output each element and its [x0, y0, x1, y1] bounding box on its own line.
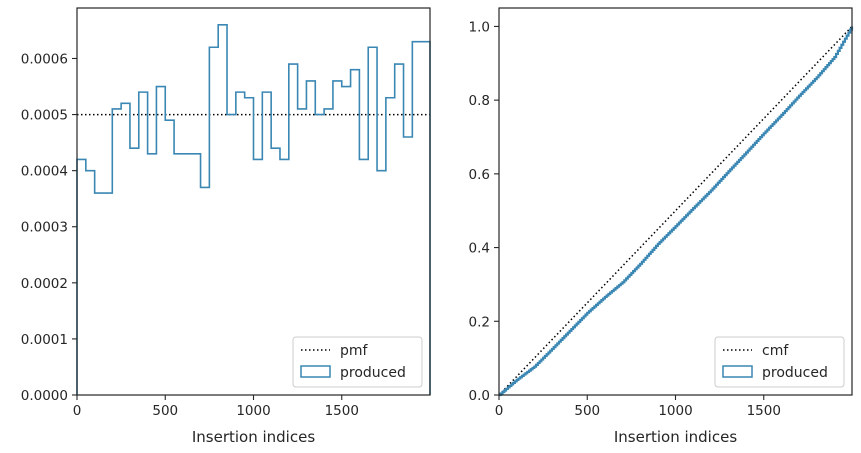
cmf-y-tick-label: 0.4 — [469, 241, 490, 257]
cmf-y-tick-label: 0.8 — [469, 93, 490, 109]
pmf-histogram-panel: 0 500 1000 1500 0.0000 0.0001 0.0002 0.0003 0.00… — [21, 7, 431, 446]
pmf-y-tick-label: 0.0002 — [21, 276, 68, 292]
cmf-x-tick-label: 1000 — [658, 403, 692, 419]
pmf-x-axis-label: Insertion indices — [192, 428, 315, 446]
pmf-x-tick-label: 0 — [73, 403, 82, 419]
pmf-x-tick-label: 1500 — [325, 403, 359, 419]
cmf-y-tick-label: 0.2 — [469, 314, 490, 330]
cmf-x-axis-label: Insertion indices — [614, 428, 737, 446]
pmf-produced-histogram — [76, 24, 431, 395]
cmf-x-tick-label: 500 — [574, 403, 600, 419]
cmf-produced-curve — [499, 26, 854, 397]
cmf-y-tick-label: 0.0 — [469, 388, 490, 404]
pmf-axis-ticks: 0 500 1000 1500 0.0000 0.0001 0.0002 0.0003 0.00… — [21, 51, 359, 419]
cmf-x-tick-label: 1500 — [747, 403, 781, 419]
cmf-x-tick-label: 0 — [495, 403, 504, 419]
cmf-legend-label-produced: produced — [762, 365, 828, 381]
cmf-y-tick-label: 1.0 — [469, 19, 490, 35]
pmf-y-tick-label: 0.0003 — [21, 220, 68, 236]
cmf-plot-area — [498, 25, 854, 397]
pmf-legend-label-pmf: pmf — [340, 343, 369, 359]
cmf-y-tick-label: 0.6 — [469, 167, 490, 183]
pmf-y-tick-label: 0.0006 — [21, 51, 68, 67]
pmf-y-tick-label: 0.0001 — [21, 332, 68, 348]
pmf-plot-area — [76, 24, 431, 395]
cmf-legend: cmf produced — [714, 336, 845, 388]
pmf-y-tick-label: 0.0000 — [21, 388, 68, 404]
pmf-x-tick-label: 500 — [152, 403, 178, 419]
cmf-reference-line — [498, 25, 853, 396]
pmf-legend: pmf produced — [292, 336, 423, 388]
cmf-legend-label-cmf: cmf — [762, 343, 789, 359]
pmf-y-tick-label: 0.0004 — [21, 164, 68, 180]
pmf-y-tick-label: 0.0005 — [21, 108, 68, 124]
pmf-legend-produced-swatch — [300, 365, 331, 378]
cmf-legend-produced-swatch — [722, 365, 753, 378]
pmf-legend-label-produced: produced — [340, 365, 406, 381]
cmf-axis-ticks: 0 500 1000 1500 0.0 0.2 0.4 0.6 0.8 1.0 — [469, 19, 781, 419]
cmf-panel: 0 500 1000 1500 0.0 0.2 0.4 0.6 0.8 1.0 Insertion… — [469, 7, 854, 446]
pmf-x-tick-label: 1000 — [236, 403, 270, 419]
